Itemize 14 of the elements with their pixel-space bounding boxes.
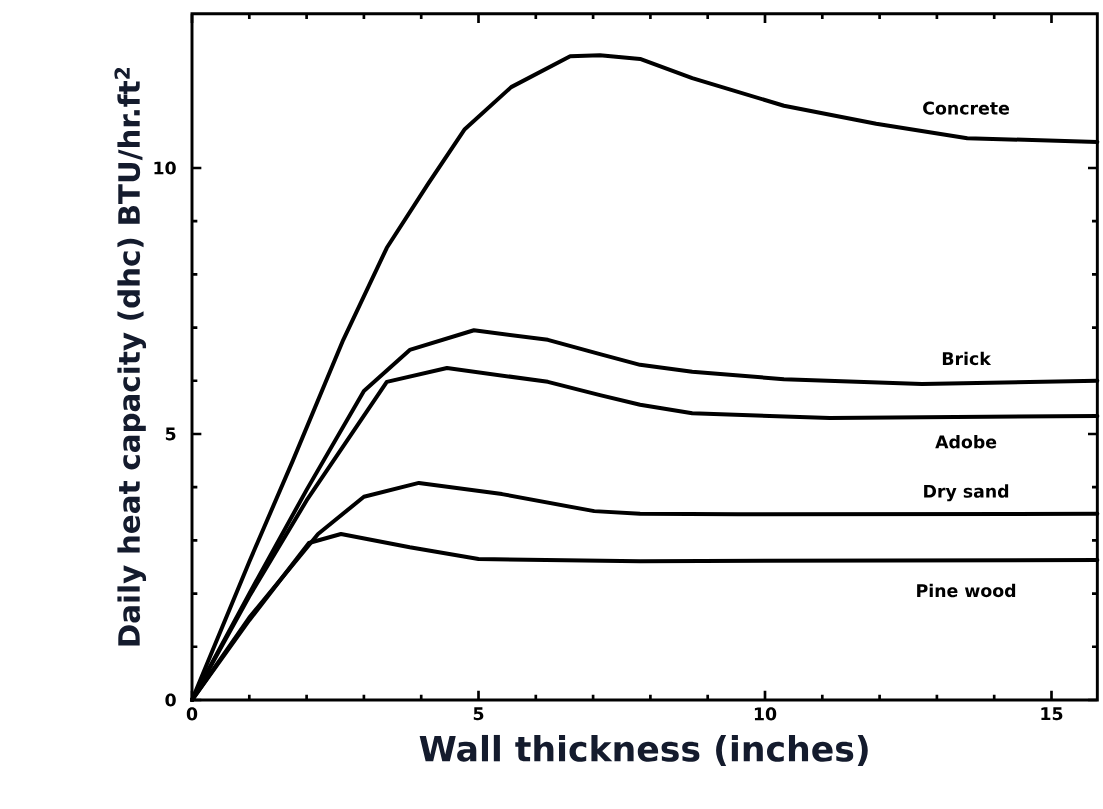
series-label: Concrete (923, 101, 1010, 115)
series-label: Dry sand (924, 484, 1009, 502)
x-tick-label: 5 (473, 707, 484, 721)
x-tick-label: 15 (1041, 707, 1063, 721)
y-axis-title: Daily heat capacity (dhc) BTU/hr.ft$^{2}$ (114, 67, 147, 646)
x-tick-label: 10 (754, 707, 777, 721)
x-axis-title: Wall thickness (inches) (419, 734, 868, 766)
y-tick-label: 10 (154, 161, 176, 175)
y-tick-label: 5 (165, 427, 176, 441)
y-tick-label: 0 (165, 693, 176, 707)
series-label: Adobe (935, 434, 997, 449)
series-label: Pine wood (917, 583, 1016, 598)
series-label: Brick (942, 351, 992, 366)
x-tick-label: 0 (186, 707, 198, 721)
